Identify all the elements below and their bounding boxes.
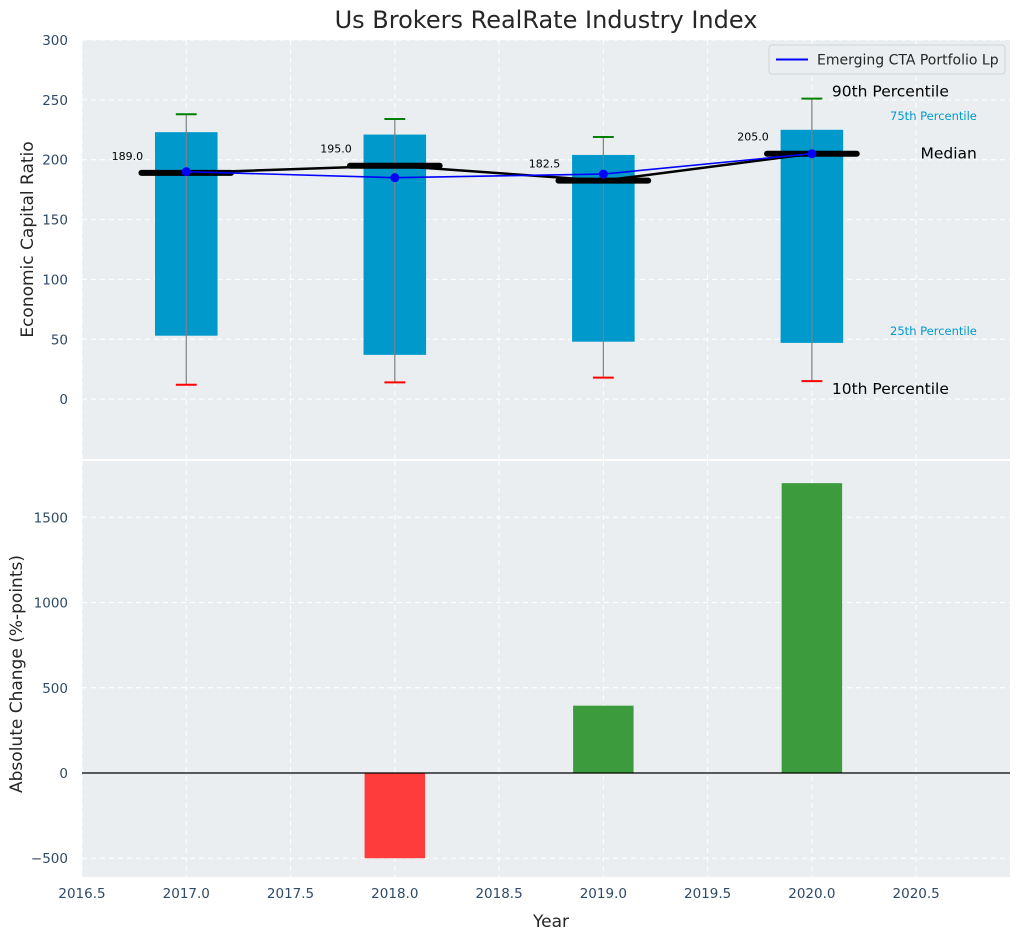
top-y-tick-label: 50 [51,332,68,348]
annotation-10th-percentile: 10th Percentile [832,380,949,398]
annotation-median: Median [920,145,976,163]
chart-title: Us Brokers RealRate Industry Index [335,6,758,34]
bottom-plot-background [82,461,1010,877]
bottom-y-tick-label: 1500 [34,510,68,526]
bottom-y-tick-label: 0 [59,766,68,782]
series-line [186,152,812,179]
change-bar [573,705,634,773]
top-y-tick-label: 200 [42,153,68,169]
top-y-tick-label: 0 [59,392,68,408]
top-y-tick-label: 150 [42,213,68,229]
percentile-annotations: 90th Percentile 75th Percentile Median 2… [832,83,977,399]
top-y-tick-label: 250 [42,93,68,109]
top-y-tick-label: 300 [42,33,68,49]
top-y-axis-label: Economic Capital Ratio [18,141,38,337]
axis-labels: Economic Capital Ratio Absolute Change (… [7,141,569,932]
x-tick-label: 2018.5 [475,886,522,902]
annotation-75th-percentile: 75th Percentile [890,109,977,123]
x-axis-label: Year [532,912,569,932]
bottom-y-axis-label: Absolute Change (%-points) [7,555,27,793]
top-y-tick-label: 100 [42,272,68,288]
median-value-label: 182.5 [529,158,561,171]
x-tick-label: 2019.5 [684,886,731,902]
change-bar [781,483,843,773]
series-point [181,167,191,177]
top-plot-marks: 189.0 195.0 182.5 205.0 [112,97,860,386]
x-tick-label: 2017.5 [267,886,314,902]
x-tick-label: 2016.5 [58,886,105,902]
x-tick-label: 2018.0 [371,886,418,902]
median-value-label: 189.0 [112,150,144,163]
x-tick-label: 2017.0 [163,886,210,902]
x-tick-label: 2019.0 [580,886,627,902]
median-value-label: 205.0 [737,131,769,144]
bottom-plot-marks [82,483,1010,859]
median-value-label: 195.0 [320,143,352,156]
annotation-25th-percentile: 25th Percentile [890,324,977,338]
bottom-y-tick-label: 1000 [34,596,68,612]
legend: Emerging CTA Portfolio Lp [768,44,1006,75]
x-tick-label: 2020.0 [788,886,835,902]
median-trend-line [186,152,813,182]
x-tick-label: 2020.5 [893,886,940,902]
legend-series-name: Emerging CTA Portfolio Lp [817,53,999,69]
annotation-90th-percentile: 90th Percentile [832,83,949,101]
series-point [598,169,608,179]
legend-box [768,44,1006,75]
bottom-y-tick-label: −500 [31,851,68,867]
top-plot-background [82,40,1010,459]
series-point [390,173,400,183]
change-bar [364,773,426,859]
bottom-y-tick-label: 500 [42,681,68,697]
series-point [807,149,817,159]
